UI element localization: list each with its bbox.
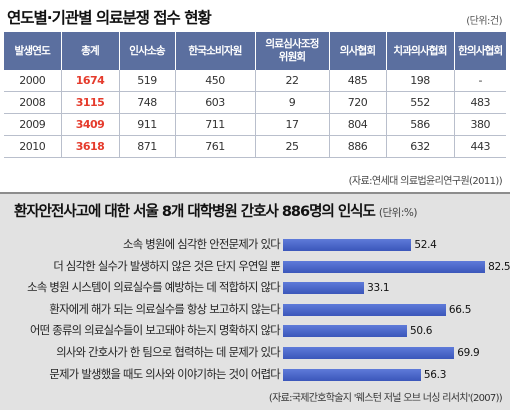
cell-year: 2008 [4, 91, 62, 114]
cell-total: 3115 [61, 91, 120, 114]
table-row: 2008 3115 748 603 9 720 552 483 [4, 91, 506, 114]
table-cell: 443 [454, 135, 506, 158]
category-label: 소속 병원 시스템이 의료실수를 예방하는 데 적합하지 않다 [27, 281, 281, 295]
table-cell: 17 [255, 113, 330, 136]
table-cell: 761 [175, 135, 256, 158]
table-cell: 886 [329, 135, 387, 158]
table-cell: 22 [255, 70, 330, 92]
table-cell: 603 [175, 91, 256, 114]
category-label: 어떤 종류의 의료실수들이 보고돼야 하는지 명확하지 않다 [30, 324, 281, 338]
table-title: 연도별·기관별 의료분쟁 접수 현황 [7, 9, 212, 27]
table-cell: 483 [454, 91, 506, 114]
chart-unit: (단위:%) [378, 207, 418, 219]
table-cell: 720 [329, 91, 387, 114]
section-divider [0, 192, 510, 194]
header-medical-assoc: 의사협회 [329, 32, 387, 70]
value-label: 69.9 [457, 347, 480, 359]
chart-source: (자료:국제간호학술지 '웨스턴 저널 오브 너싱 리서치'(2007)) [268, 393, 503, 404]
cell-year: 2000 [4, 70, 62, 92]
dispute-table: 발생연도 총계 인사소송 한국소비자원 의료심사조정 위원회 의사협회 치과의사… [4, 32, 506, 158]
value-label: 66.5 [448, 303, 472, 316]
bar [283, 347, 455, 359]
table-row: 2000 1674 519 450 22 485 198- [4, 70, 506, 92]
table-header-row: 발생연도 총계 인사소송 한국소비자원 의료심사조정 위원회 의사협회 치과의사… [4, 32, 506, 70]
category-label: 환자에게 해가 되는 의료실수를 항상 보고하지 않는다 [49, 302, 280, 316]
bar [283, 260, 486, 273]
category-label: 소속 병원에 심각한 안전문제가 있다 [123, 238, 281, 251]
table-cell: 485 [329, 70, 387, 92]
header-year: 발생연도 [4, 32, 62, 70]
value-label: 50.6 [409, 325, 433, 338]
header-civil-suit: 인사소송 [119, 32, 176, 70]
cell-total: 3618 [61, 135, 120, 158]
table-cell: 450 [175, 70, 256, 92]
table-cell: 871 [119, 135, 176, 158]
bar [283, 303, 446, 316]
category-label: 의사와 간호사가 한 팀으로 협력하는 데 문제가 있다 [56, 346, 280, 359]
header-dental-assoc: 치과의사협회 [386, 32, 455, 70]
value-label: 33.1 [367, 282, 390, 295]
bar [283, 282, 365, 295]
table-source: (자료:연세대 의료법윤리연구원(2011)) [348, 176, 503, 187]
value-label: 56.3 [423, 368, 447, 381]
chart-title: 환자안전사고에 대한 서울 8개 대학병원 간호사 886명의 인식도 (단위:… [14, 200, 417, 221]
table-cell: 519 [119, 70, 176, 92]
bar [283, 368, 421, 381]
table-cell: 552 [386, 91, 455, 114]
cell-year: 2009 [4, 113, 62, 136]
table-cell: 748 [119, 91, 176, 114]
table-cell: 804 [329, 113, 387, 136]
header-consumer-agency: 한국소비자원 [175, 32, 256, 70]
bar [283, 325, 407, 338]
cell-year: 2010 [4, 135, 62, 158]
category-label: 더 심각한 실수가 발생하지 않은 것은 단지 우연일 뿐 [53, 259, 280, 273]
bar [283, 239, 412, 251]
table-cell: 711 [175, 113, 256, 136]
table-unit: (단위:건) [466, 16, 502, 27]
category-label: 문제가 발생했을 때도 의사와 이야기하는 것이 어렵다 [49, 367, 280, 381]
table-cell: - [454, 70, 506, 92]
chart-panel [0, 194, 510, 410]
value-label: 82.5 [488, 260, 510, 273]
value-label: 52.4 [414, 239, 437, 251]
header-total: 총계 [61, 32, 120, 70]
table-row: 2009 3409 911 711 17 804 586 380 [4, 113, 506, 136]
table-cell: 25 [255, 135, 330, 158]
table-cell: 632 [386, 135, 455, 158]
table-cell: 9 [255, 91, 330, 114]
chart-title-text: 환자안전사고에 대한 서울 8개 대학병원 간호사 886명의 인식도 [14, 204, 376, 220]
cell-total: 1674 [61, 70, 120, 92]
table-cell: 911 [119, 113, 176, 136]
table-cell: 380 [454, 113, 506, 136]
table-cell: 586 [386, 113, 455, 136]
header-oriental-assoc: 한의사협회 [454, 32, 506, 70]
table-row: 2010 3618 871 761 25 886 632 443 [4, 135, 506, 158]
table-cell: 198 [386, 70, 455, 92]
cell-total: 3409 [61, 113, 120, 136]
header-review-committee: 의료심사조정 위원회 [255, 32, 330, 70]
